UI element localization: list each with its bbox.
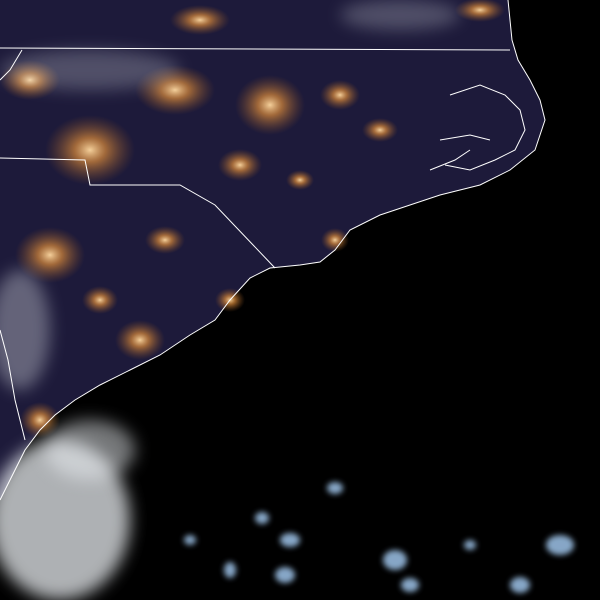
coastline	[0, 0, 546, 501]
state-border	[0, 157, 276, 269]
cloud	[340, 0, 460, 30]
cloud	[464, 540, 476, 550]
cloud	[0, 440, 130, 600]
cloud	[275, 567, 295, 583]
state-border	[0, 329, 26, 441]
cloud	[224, 562, 236, 578]
state-border	[0, 47, 511, 51]
city-glow	[362, 118, 398, 142]
cloud	[184, 535, 196, 545]
city-glow	[15, 227, 85, 283]
cloud	[45, 420, 135, 480]
cloud	[327, 482, 343, 494]
city-glow	[321, 228, 349, 252]
city-glow	[115, 320, 165, 360]
city-glow	[286, 170, 314, 190]
city-glow	[235, 75, 305, 135]
land	[0, 0, 545, 500]
ocean-clouds	[184, 482, 574, 593]
sound-shore	[429, 84, 526, 171]
cloud	[510, 577, 530, 593]
cloud	[383, 550, 407, 570]
cloud	[280, 533, 300, 547]
city-glow	[320, 80, 360, 110]
cloud	[0, 50, 180, 90]
city-lights	[0, 0, 505, 438]
city-glow	[20, 402, 60, 438]
city-glow	[170, 5, 230, 35]
cloud	[255, 512, 269, 524]
cloud	[0, 270, 50, 390]
borders	[0, 0, 546, 501]
city-glow	[82, 286, 118, 314]
city-glow	[218, 149, 262, 181]
cloud	[546, 535, 574, 555]
cloud	[401, 578, 419, 592]
city-glow	[455, 0, 505, 22]
city-glow	[45, 115, 135, 185]
state-border	[0, 49, 23, 81]
clouds	[0, 0, 460, 600]
city-glow	[145, 226, 185, 254]
